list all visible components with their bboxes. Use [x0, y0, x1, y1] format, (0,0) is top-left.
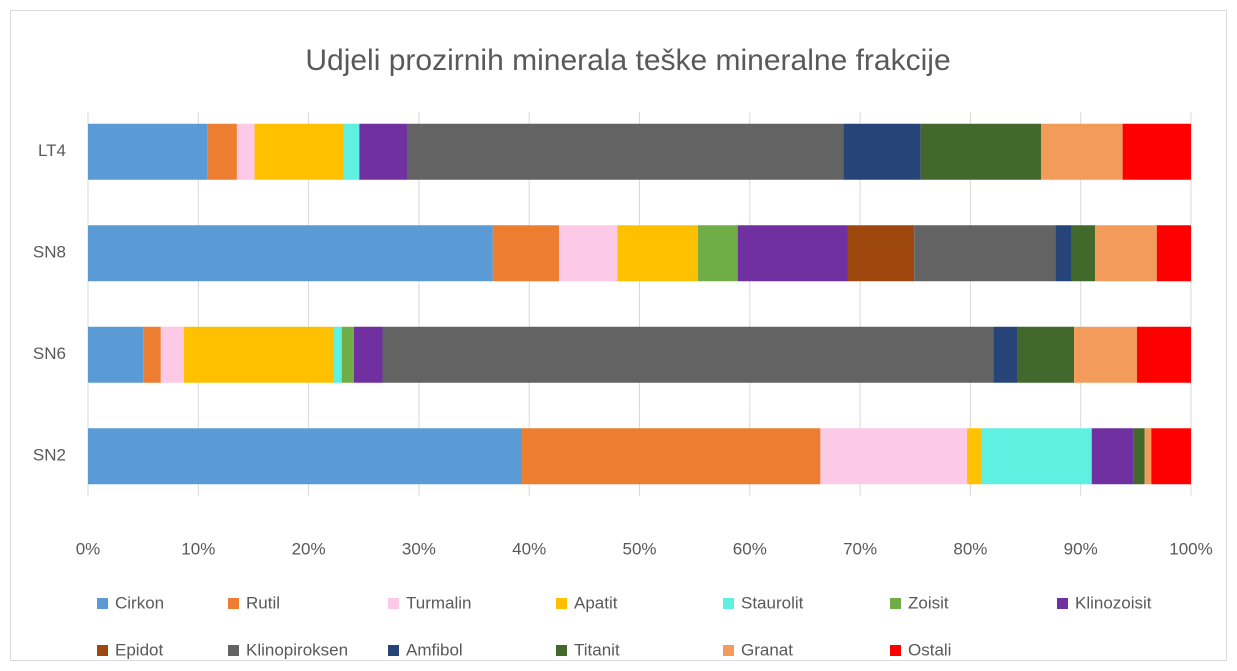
bar-segment [236, 123, 255, 180]
y-tick-label: SN6 [33, 344, 66, 363]
bar-segment [1136, 326, 1191, 383]
bar-segment [1151, 428, 1191, 485]
x-tick-label: 70% [843, 539, 877, 558]
legend-swatch [890, 598, 901, 609]
bar-segment [333, 326, 342, 383]
legend-swatch [556, 598, 567, 609]
legend-swatch [723, 645, 734, 656]
x-tick-label: 30% [402, 539, 436, 558]
bar-segment [617, 225, 698, 282]
bar-segment [1040, 123, 1123, 180]
legend-swatch [97, 645, 108, 656]
legend-swatch [723, 598, 734, 609]
legend-swatch [97, 598, 108, 609]
legend-label: Staurolit [741, 593, 804, 612]
legend-swatch [1057, 598, 1068, 609]
bar-segment [160, 326, 184, 383]
legend-label: Ostali [908, 640, 951, 659]
bar-segment [967, 428, 982, 485]
legend-swatch [388, 598, 399, 609]
x-tick-label: 20% [292, 539, 326, 558]
bar-segment [1156, 225, 1191, 282]
bar-segment [847, 225, 915, 282]
bar-segment [1144, 428, 1152, 485]
legend-swatch [228, 598, 239, 609]
legend-swatch [890, 645, 901, 656]
bar-segment [558, 225, 618, 282]
bar-segment [88, 326, 144, 383]
legend-label: Klinozoisit [1075, 593, 1152, 612]
legend-swatch [556, 645, 567, 656]
bar-segment [207, 123, 237, 180]
x-tick-label: 80% [953, 539, 987, 558]
bar-segment [920, 123, 1041, 180]
legend-label: Granat [741, 640, 793, 659]
legend-label: Rutil [246, 593, 280, 612]
bar-segment [1095, 225, 1157, 282]
bar-segment [143, 326, 161, 383]
bar-segment [407, 123, 844, 180]
bar-segment [820, 428, 968, 485]
x-tick-label: 40% [512, 539, 546, 558]
y-tick-label: SN2 [33, 446, 66, 465]
bar-segment [1122, 123, 1191, 180]
y-tick-label: SN8 [33, 243, 66, 262]
legend-label: Zoisit [908, 593, 949, 612]
legend-swatch [228, 645, 239, 656]
bar-segment [1091, 428, 1134, 485]
bar-segment [843, 123, 921, 180]
bar-segment [1017, 326, 1075, 383]
bar-segment [521, 428, 821, 485]
bar-segment [1071, 225, 1096, 282]
bar-segment [353, 326, 383, 383]
bar-segment [981, 428, 1092, 485]
legend-label: Apatit [574, 593, 618, 612]
bar-segment [1133, 428, 1145, 485]
bar-segment [1074, 326, 1137, 383]
x-tick-label: 90% [1064, 539, 1098, 558]
bar-segment [382, 326, 994, 383]
legend-label: Epidot [115, 640, 163, 659]
bar-segment [88, 123, 208, 180]
chart-title: Udjeli prozirnih minerala teške mineraln… [305, 44, 950, 77]
bar-segment [341, 326, 354, 383]
bar-segment [88, 225, 493, 282]
legend-label: Titanit [574, 640, 620, 659]
bar-segment [1055, 225, 1072, 282]
y-tick-label: LT4 [38, 141, 66, 160]
bar-segment [183, 326, 334, 383]
bar-segment [254, 123, 344, 180]
bar-segment [88, 428, 522, 485]
legend-label: Turmalin [406, 593, 472, 612]
bar-segment [737, 225, 848, 282]
legend-swatch [388, 645, 399, 656]
legend-label: Klinopiroksen [246, 640, 348, 659]
bar-segment [359, 123, 408, 180]
x-tick-label: 60% [733, 539, 767, 558]
x-tick-label: 10% [181, 539, 215, 558]
x-tick-label: 0% [76, 539, 101, 558]
bar-segment [343, 123, 360, 180]
x-tick-label: 50% [622, 539, 656, 558]
bar-segment [993, 326, 1018, 383]
legend-label: Cirkon [115, 593, 164, 612]
x-tick-label: 100% [1169, 539, 1212, 558]
bar-segment [492, 225, 559, 282]
bar-segment [914, 225, 1056, 282]
bar-segment [697, 225, 738, 282]
legend-label: Amfibol [406, 640, 463, 659]
